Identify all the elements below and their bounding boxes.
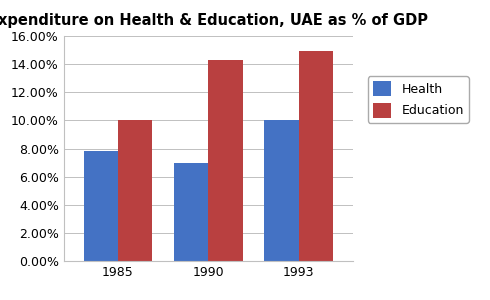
- Bar: [208, 60, 243, 261]
- Legend: Health, Education: Health, Education: [368, 76, 469, 123]
- Bar: [298, 52, 333, 261]
- Bar: [174, 163, 208, 261]
- Title: Expenditure on Health & Education, UAE as % of GDP: Expenditure on Health & Education, UAE a…: [0, 13, 428, 28]
- Bar: [264, 120, 298, 261]
- Bar: [84, 151, 118, 261]
- Bar: [118, 120, 152, 261]
